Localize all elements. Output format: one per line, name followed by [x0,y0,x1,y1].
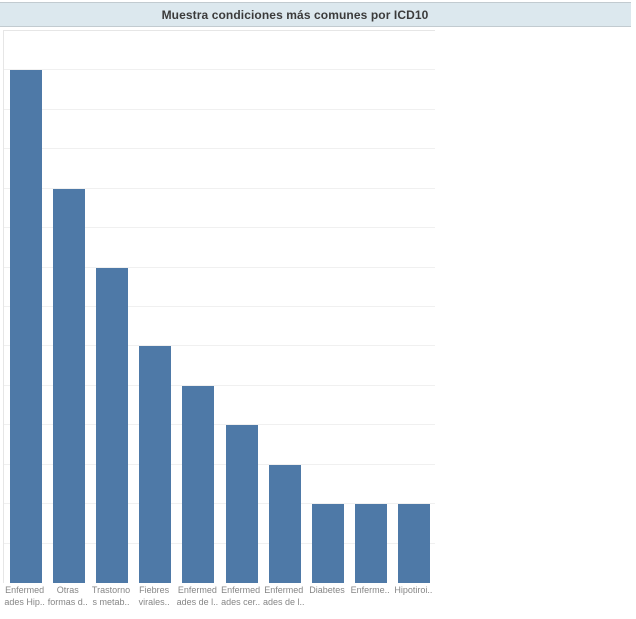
x-axis-label-10: Hipotiroi.. [394,585,433,595]
x-axis-label-9: Enferme.. [350,585,390,595]
gridline [4,227,435,229]
x-axis-label-8: Diabetes [309,585,345,595]
bar-5[interactable] [182,385,215,583]
x-axis-labels: Enfermed ades Hip.. Otras formas d.. Trast… [3,585,435,611]
bar-3[interactable] [96,267,128,583]
gridline [4,306,435,307]
gridline [4,266,435,268]
bar-2[interactable] [52,188,85,583]
gridline [4,463,435,465]
gridline [4,424,435,426]
x-axis-label-7: Enfermed ades de l.. [263,585,305,607]
gridline [4,345,435,347]
bar-10[interactable] [398,504,431,583]
bar-4[interactable] [139,346,172,583]
gridline [4,69,435,71]
bar-8[interactable] [312,504,344,583]
x-axis-label-5: Enfermed ades de l.. [176,585,219,607]
bar-6[interactable] [225,425,258,583]
x-axis-label-6: Enfermed ades cer.. [221,585,261,607]
chart-title-bar: Muestra condiciones más comunes por ICD1… [0,2,631,27]
x-axis-label-3: Trastorno s metab.. [91,585,131,607]
bar-1[interactable] [9,70,42,583]
gridline [4,542,435,544]
x-axis-label-4: Fiebres virales.. [138,585,170,607]
gridline [4,384,435,386]
x-axis-label-2: Otras formas d.. [47,585,88,607]
chart-title: Muestra condiciones más comunes por ICD1… [161,7,429,22]
gridline [4,108,435,110]
gridline [4,148,435,150]
chart-pane [3,30,435,583]
gridline [4,503,435,505]
bar-7[interactable] [268,464,301,583]
x-axis-label-1: Enfermed ades Hip.. [4,585,45,607]
bar-9[interactable] [355,504,388,583]
gridline [4,187,435,189]
